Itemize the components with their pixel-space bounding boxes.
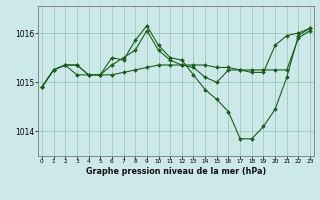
- X-axis label: Graphe pression niveau de la mer (hPa): Graphe pression niveau de la mer (hPa): [86, 167, 266, 176]
